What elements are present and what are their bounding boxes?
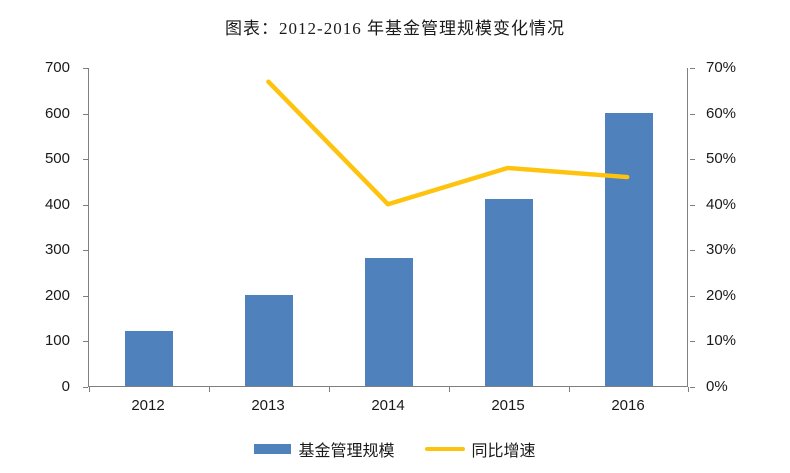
y-axis-label-left: 700 xyxy=(44,59,70,76)
y-axis-label-right: 60% xyxy=(706,105,737,122)
axis-tick xyxy=(690,205,695,206)
x-axis-label-2012: 2012 xyxy=(131,397,165,414)
y-axis-label-right: 50% xyxy=(706,150,737,167)
y-axis-label-right: 30% xyxy=(706,241,737,258)
y-axis-label-left: 300 xyxy=(44,241,70,258)
bar-2012 xyxy=(125,331,173,386)
legend: 基金管理规模 同比增速 xyxy=(0,437,790,461)
axis-tick xyxy=(690,250,695,251)
axis-tick xyxy=(83,68,88,69)
axis-tick xyxy=(690,387,695,388)
axis-tick xyxy=(83,159,88,160)
axis-tick xyxy=(83,205,88,206)
axis-tick xyxy=(690,341,695,342)
x-axis-label-2014: 2014 xyxy=(371,397,405,414)
y-axis-label-left: 600 xyxy=(44,105,70,122)
axis-tick xyxy=(83,250,88,251)
axis-tick xyxy=(688,387,689,392)
x-axis-label-2015: 2015 xyxy=(491,397,525,414)
axis-tick xyxy=(449,387,450,392)
x-axis-label-2013: 2013 xyxy=(251,397,285,414)
axis-tick xyxy=(83,296,88,297)
y-axis-label-right: 20% xyxy=(706,287,737,304)
chart-title: 图表：2012-2016 年基金管理规模变化情况 xyxy=(225,19,565,38)
axis-tick xyxy=(690,114,695,115)
axis-tick xyxy=(690,159,695,160)
bar-2015 xyxy=(485,199,533,386)
plot-area: 700 70% 600 60% 500 50% 400 40% 300 30% 200 20% 100 1… xyxy=(45,59,736,395)
y-axis-label-left: 0 xyxy=(61,378,70,395)
line-series-swatch xyxy=(424,447,465,451)
y-axis-label-right: 0% xyxy=(706,378,728,395)
axis-tick xyxy=(329,387,330,392)
axis-tick xyxy=(569,387,570,392)
bar-2014 xyxy=(365,258,413,386)
y-axis-label-left: 100 xyxy=(44,332,70,349)
axis-tick xyxy=(690,68,695,69)
y-axis-label-right: 40% xyxy=(706,196,737,213)
bar-series-swatch xyxy=(254,444,292,454)
axis-tick xyxy=(83,114,88,115)
legend-item-bar-series: 基金管理规模 xyxy=(254,437,395,461)
axis-tick xyxy=(83,387,88,388)
bar-2016 xyxy=(605,112,653,386)
axis-tick xyxy=(690,296,695,297)
bar-2013 xyxy=(245,294,293,386)
y-axis-label-left: 500 xyxy=(44,150,70,167)
axis-tick xyxy=(89,387,90,392)
y-axis-label-left: 200 xyxy=(44,287,70,304)
y-axis-label-left: 400 xyxy=(44,196,70,213)
y-axis-label-right: 10% xyxy=(706,332,737,349)
y-axis-label-right: 70% xyxy=(706,59,737,76)
axis-tick xyxy=(83,341,88,342)
axis-tick xyxy=(209,387,210,392)
legend-label-line-series: 同比增速 xyxy=(471,443,536,460)
legend-label-bar-series: 基金管理规模 xyxy=(298,443,395,460)
legend-item-line-series: 同比增速 xyxy=(424,437,536,461)
x-axis-label-2016: 2016 xyxy=(611,397,645,414)
